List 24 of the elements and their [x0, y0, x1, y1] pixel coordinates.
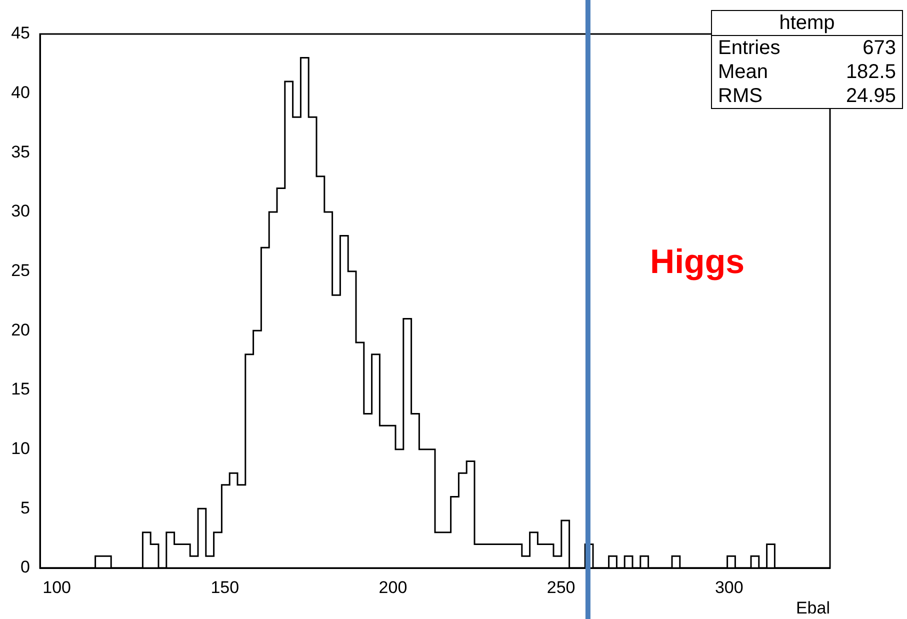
- y-tick-label: 45: [11, 24, 30, 43]
- y-tick-label: 25: [11, 261, 30, 280]
- x-tick-label: 300: [714, 578, 744, 597]
- y-tick-label: 15: [11, 380, 30, 399]
- annotation: Entries: [718, 36, 780, 60]
- text: 673: [862, 36, 896, 60]
- x-tick-label: 150: [210, 578, 240, 597]
- x-axis-title: Ebal: [796, 598, 830, 618]
- y-tick-label: 30: [11, 202, 30, 221]
- text: 182.5: [846, 60, 896, 84]
- y-tick-label: 5: [20, 498, 30, 518]
- annotation: RMS: [718, 84, 762, 108]
- annotation: Higgs: [650, 242, 745, 281]
- x-tick-label: 200: [378, 578, 408, 597]
- y-tick-label: 10: [11, 439, 30, 458]
- annotation: htemp: [712, 11, 902, 36]
- text: 24.95: [846, 84, 896, 108]
- x-tick-label: 250: [546, 578, 576, 597]
- y-tick-label: 20: [11, 320, 30, 340]
- annotation: Mean: [718, 60, 768, 84]
- y-tick-label: 35: [11, 142, 30, 162]
- x-tick-label: 100: [42, 578, 71, 597]
- y-tick-label: 40: [11, 83, 30, 102]
- y-tick-label: 0: [20, 558, 30, 577]
